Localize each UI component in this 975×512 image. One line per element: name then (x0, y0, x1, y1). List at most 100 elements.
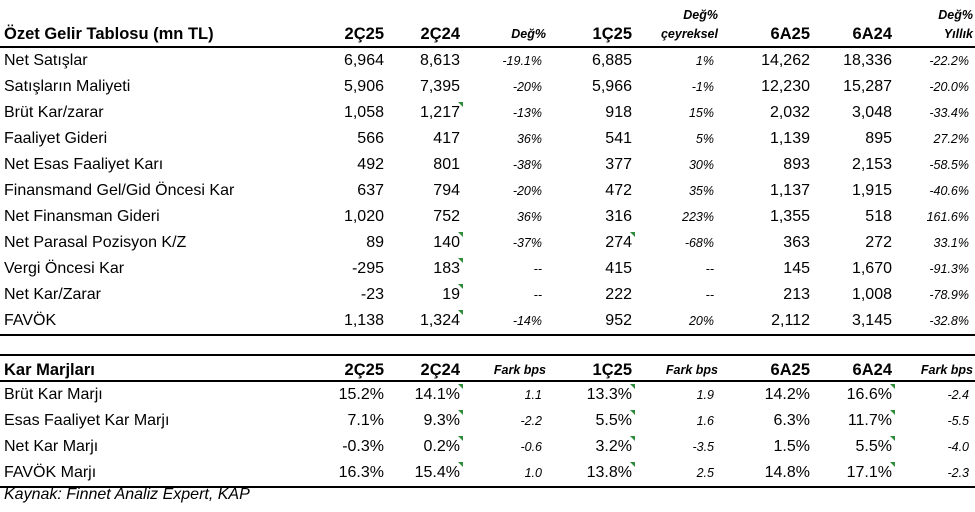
cell: 895 (865, 130, 892, 147)
table-row: Net Finansman Gideri 1,020 752 36% 316 2… (0, 204, 975, 230)
cell: 363 (783, 234, 810, 251)
table-row: Finansmand Gel/Gid Öncesi Kar 637 794 -2… (0, 178, 975, 204)
cell: 14,262 (761, 52, 810, 69)
table-row: Vergi Öncesi Kar -295 183 -- 415 -- 145 … (0, 256, 975, 282)
cell: 13.3% (548, 381, 635, 408)
cell: -20% (512, 80, 542, 94)
cell: 541 (605, 130, 632, 147)
cell: 2,153 (851, 156, 892, 173)
margins-table-title: Kar Marjları (0, 354, 300, 382)
col-header-2q24: 2Ç24 (386, 0, 462, 48)
table-row: Satışların Maliyeti 5,906 7,395 -20% 5,9… (0, 74, 975, 100)
cell: 1,137 (769, 182, 810, 199)
col-header-change-yearly: Değ% Yıllık (894, 0, 975, 48)
cell: 952 (548, 308, 634, 336)
cell: 7.1% (347, 412, 384, 429)
cell: 30% (688, 158, 714, 172)
cell: 893 (783, 156, 810, 173)
cell: 183 (386, 256, 463, 282)
cell: -0.3% (342, 438, 384, 455)
income-table-title: Özet Gelir Tablosu (mn TL) (0, 0, 300, 48)
table-row: Brüt Kar Marjı 15.2% 14.1% 1.1 13.3% 1.9… (0, 381, 975, 408)
income-header-row: Özet Gelir Tablosu (mn TL) 2Ç25 2Ç24 Değ… (0, 0, 975, 48)
table-row: Brüt Kar/zarar 1,058 1,217 -13% 918 15% … (0, 100, 975, 126)
cell: 1,008 (851, 286, 892, 303)
cell: 752 (433, 208, 460, 225)
col-header-diff-bps: Fark bps (894, 354, 975, 382)
cell: -295 (351, 260, 384, 277)
cell: 18,336 (843, 52, 892, 69)
cell: -58.5% (929, 158, 969, 172)
table-row: FAVÖK Marjı 16.3% 15.4% 1.0 13.8% 2.5 14… (0, 460, 975, 488)
cell: 11.7% (812, 408, 895, 434)
cell: -1% (691, 80, 714, 94)
cell: 1,138 (300, 308, 386, 336)
cell: 13.8% (548, 460, 635, 488)
col-header-diff-bps: Fark bps (462, 354, 548, 382)
table-row: Net Kar Marjı -0.3% 0.2% -0.6 3.2% -3.5 … (0, 434, 975, 460)
cell: 222 (605, 286, 632, 303)
col-header-1q25: 1Ç25 (548, 354, 634, 382)
row-label: Vergi Öncesi Kar (4, 260, 125, 277)
cell: 16.6% (812, 381, 895, 408)
col-header-1q25: 1Ç25 (548, 0, 634, 48)
cell: 14.2% (764, 386, 810, 403)
cell: 1,355 (769, 208, 810, 225)
cell: 17.1% (812, 460, 895, 488)
cell: 794 (433, 182, 460, 199)
cell: -22.2% (929, 54, 969, 68)
cell: -37% (512, 236, 542, 250)
cell: 918 (605, 104, 632, 121)
cell: 5.5% (548, 408, 635, 434)
cell: 316 (605, 208, 632, 225)
cell: 5,966 (591, 78, 632, 95)
col-header-6m24: 6A24 (812, 354, 894, 382)
row-label: FAVÖK Marjı (0, 460, 300, 488)
cell: 5.5% (812, 434, 895, 460)
col-header-6m25: 6A25 (720, 0, 812, 48)
cell: -13% (512, 106, 542, 120)
col-header-2q25: 2Ç25 (300, 354, 386, 382)
cell: -5.5 (947, 414, 969, 428)
cell: -33.4% (929, 106, 969, 120)
cell: -2.3 (894, 460, 975, 488)
income-statement-table: Özet Gelir Tablosu (mn TL) 2Ç25 2Ç24 Değ… (0, 0, 975, 336)
cell: -68% (684, 236, 714, 250)
cell: 801 (433, 156, 460, 173)
cell: 36% (516, 132, 542, 146)
row-label: Brüt Kar/zarar (4, 104, 104, 121)
col-header-change-quarterly: Değ% çeyreksel (634, 0, 720, 48)
cell: 161.6% (926, 210, 969, 224)
cell: 2,112 (720, 308, 812, 336)
cell: -2.2 (520, 414, 542, 428)
cell: 27.2% (933, 132, 969, 146)
row-label: Net Kar Marjı (4, 438, 99, 455)
cell: 377 (605, 156, 632, 173)
cell: -- (533, 288, 542, 302)
row-label: Net Satışlar (4, 52, 88, 69)
col-header-6m25: 6A25 (720, 354, 812, 382)
cell: 1,915 (851, 182, 892, 199)
cell: -20% (512, 184, 542, 198)
row-label: Esas Faaliyet Kar Marjı (4, 412, 170, 429)
margins-table: Kar Marjları 2Ç25 2Ç24 Fark bps 1Ç25 Far… (0, 354, 975, 488)
cell: 1.6 (696, 414, 714, 428)
cell: 492 (357, 156, 384, 173)
cell: 16.3% (300, 460, 386, 488)
cell: 1.9 (696, 388, 714, 402)
cell: -0.6 (520, 440, 542, 454)
cell: 20% (634, 308, 720, 336)
cell: 1.1 (524, 388, 542, 402)
cell: 223% (682, 210, 714, 224)
cell: 472 (605, 182, 632, 199)
row-label: Faaliyet Gideri (4, 130, 108, 147)
cell: 15.2% (338, 386, 384, 403)
cell: 6,885 (591, 52, 632, 69)
cell: 274 (548, 230, 635, 256)
cell: 89 (366, 234, 384, 251)
margins-header-row: Kar Marjları 2Ç25 2Ç24 Fark bps 1Ç25 Far… (0, 354, 975, 382)
cell: 15% (688, 106, 714, 120)
table-row: Net Parasal Pozisyon K/Z 89 140 -37% 274… (0, 230, 975, 256)
cell: 35% (688, 184, 714, 198)
cell: -19.1% (502, 54, 542, 68)
